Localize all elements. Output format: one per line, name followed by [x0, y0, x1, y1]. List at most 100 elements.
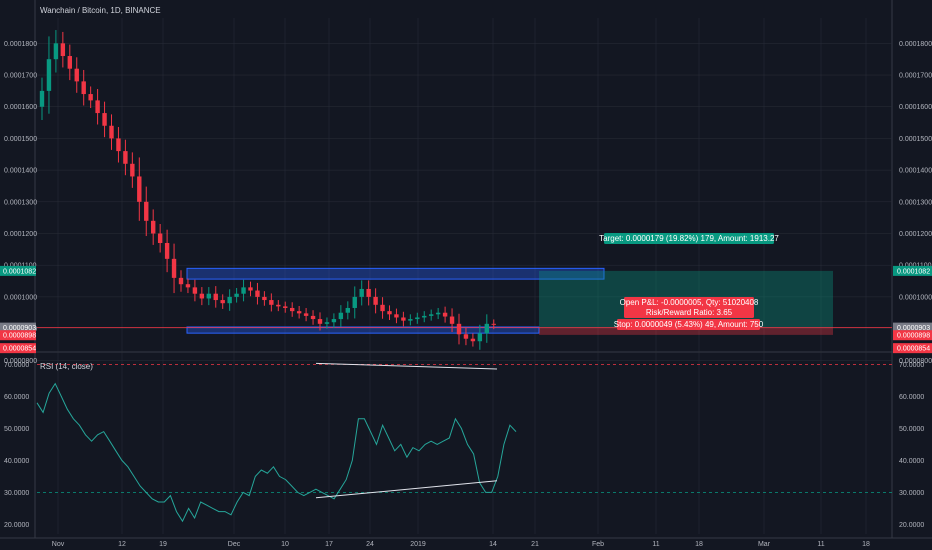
candle-body [422, 315, 427, 318]
rsi-tick-label-left: 40.0000 [4, 458, 29, 465]
chart-title: Wanchain / Bitcoin, 1D, BINANCE [40, 6, 161, 15]
rsi-tick-label-right: 30.0000 [899, 490, 924, 497]
price-tick-label-left: 0.0001400 [4, 168, 37, 175]
time-tick-label: 24 [366, 541, 374, 548]
candle-body [109, 125, 114, 139]
rsi-tick-label-left: 20.0000 [4, 522, 29, 529]
price-divergence-line [315, 362, 498, 370]
candle-body [324, 322, 330, 324]
candle-body [484, 323, 489, 334]
candle-body [227, 296, 232, 304]
candle-body [151, 220, 156, 234]
price-tick-label-right: 0.0001700 [899, 73, 932, 80]
price-tick-label-left: 0.0000800 [4, 358, 37, 365]
candle-body [220, 300, 225, 304]
candle-body [429, 314, 434, 316]
time-tick-label: 19 [159, 541, 167, 548]
price-badge-label: 0.0000903 [897, 325, 930, 332]
candle-body [102, 113, 107, 126]
candle-body [171, 258, 177, 278]
price-tick-label-right: 0.0001000 [899, 294, 932, 301]
candle-body [276, 304, 281, 307]
price-tick-label-left: 0.0001800 [4, 41, 37, 48]
open-pl-label: Open P&L: -0.0000005, Qty: 51020408 [620, 298, 759, 307]
time-tick-label: 18 [862, 541, 870, 548]
price-tick-label-left: 0.0001600 [4, 104, 37, 111]
price-badge-label: 0.0000854 [897, 346, 930, 353]
candle-body [164, 243, 170, 259]
time-tick-label: Nov [52, 541, 65, 548]
risk-reward-label: Risk/Reward Ratio: 3.65 [646, 308, 733, 317]
candle-body [310, 315, 316, 320]
price-tick-label-left: 0.0001200 [4, 231, 37, 238]
candle-body [470, 338, 476, 342]
price-badge-left [0, 265, 36, 276]
price-badge-left [0, 322, 36, 333]
time-tick-label: 17 [325, 541, 333, 548]
candle-body [130, 163, 135, 177]
price-badge-left-label: 0.0001082 [3, 268, 36, 275]
candle-body [449, 316, 455, 324]
price-badge-label: 0.0001082 [897, 268, 930, 275]
rsi-divergence-line [315, 480, 498, 499]
candle-body [352, 296, 357, 308]
candle-body [442, 312, 448, 317]
candle-body [95, 100, 100, 114]
candle-body [262, 296, 267, 301]
candle-body [283, 306, 288, 308]
candle-body [477, 333, 483, 342]
price-tick-label-right: 0.0001800 [899, 41, 932, 48]
rsi-tick-label-right: 20.0000 [899, 522, 924, 529]
candle-body [206, 293, 211, 299]
candle-body [123, 151, 128, 164]
candle-body [415, 317, 420, 320]
time-tick-label: 12 [118, 541, 126, 548]
time-tick-label: Feb [592, 541, 604, 548]
candle-body [394, 314, 399, 318]
candle-body [269, 300, 274, 305]
overlays: Target: 0.0000179 (19.82%) 179, Amount: … [315, 233, 779, 370]
candle-body [303, 313, 309, 316]
candle-body [88, 94, 93, 101]
rsi-tick-label-left: 30.0000 [4, 490, 29, 497]
candle-body [359, 288, 364, 297]
price-tick-label-left: 0.0001700 [4, 73, 37, 80]
candle-body [192, 287, 198, 294]
time-tick-label: 11 [652, 541, 659, 548]
candle-body [53, 43, 59, 60]
candle-body [463, 334, 469, 339]
rsi-tick-label-left: 50.0000 [4, 426, 29, 433]
stop-label: Stop: 0.0000049 (5.43%) 49, Amount: 750 [614, 320, 764, 329]
target-label-box [604, 233, 774, 244]
price-tick-label-left: 0.0001300 [4, 199, 37, 206]
price-badge [893, 265, 932, 276]
candle-body [435, 312, 441, 315]
rsi-title: RSI (14, close) [40, 362, 93, 371]
price-tick-label-right: 0.0001600 [899, 104, 932, 111]
time-tick-label: Dec [228, 541, 241, 548]
target-label: Target: 0.0000179 (19.82%) 179, Amount: … [599, 234, 779, 243]
price-badge [893, 330, 932, 341]
time-tick-label: 18 [695, 541, 703, 548]
price-tick-label-right: 0.0001200 [899, 231, 932, 238]
candle-body [178, 277, 184, 285]
price-tick-label-left: 0.0001500 [4, 136, 37, 143]
candle-body [67, 56, 72, 69]
candle-body [60, 43, 66, 57]
candle-body [317, 319, 323, 324]
candle-body [331, 319, 337, 323]
loss-zone [539, 327, 833, 335]
candle-body [213, 293, 218, 301]
rsi-tick-label-right: 50.0000 [899, 426, 924, 433]
rsi-tick-label-left: 60.0000 [4, 394, 29, 401]
rsi-tick-label-right: 40.0000 [899, 458, 924, 465]
candle-body [39, 90, 45, 107]
candle-body [248, 287, 253, 291]
rsi-series-line [36, 382, 517, 523]
candle-body [401, 317, 406, 321]
candle-body [296, 311, 302, 314]
price-badge [893, 343, 932, 354]
candle-body [456, 323, 462, 335]
